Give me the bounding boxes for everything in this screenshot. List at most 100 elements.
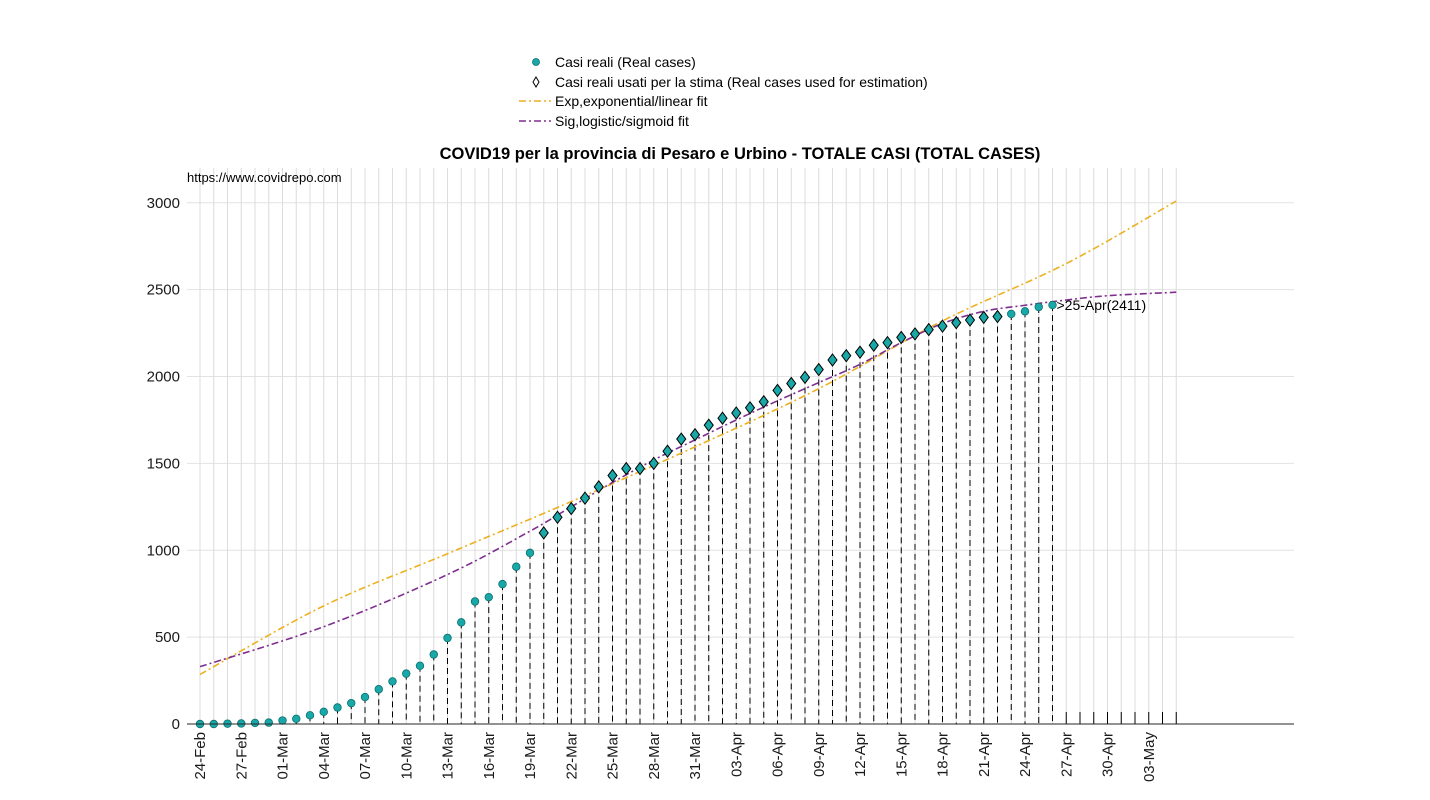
estimation-point — [882, 335, 893, 350]
y-tick-label: 2000 — [147, 369, 180, 386]
real-case-point — [292, 714, 301, 723]
real-case-point — [333, 703, 342, 712]
estimation-point — [717, 411, 728, 426]
x-tick-label: 24-Apr — [1017, 732, 1034, 777]
x-tick-label: 24-Feb — [192, 732, 209, 780]
x-tick-label: 10-Mar — [398, 732, 415, 780]
estimation-point — [786, 376, 797, 391]
estimation-point — [909, 327, 921, 341]
real-case-point — [443, 633, 452, 643]
estimation-point — [689, 427, 701, 442]
exp-fit-line — [199, 200, 1177, 676]
real-case-point — [525, 548, 535, 558]
x-tick-label: 03-Apr — [728, 732, 745, 777]
estimation-point — [937, 319, 948, 333]
estimation-point — [868, 338, 879, 353]
y-gridlines — [187, 202, 1294, 725]
estimation-point — [992, 309, 1003, 324]
legend-label-exp-fit: Exp,exponential/linear fit — [555, 93, 708, 109]
x-tick-label: 25-Mar — [605, 732, 622, 780]
real-case-point — [264, 718, 273, 727]
estimation-point — [854, 345, 866, 360]
real-case-point — [470, 597, 480, 606]
estimation-point — [813, 362, 824, 377]
estimation-point — [841, 348, 852, 363]
estimation-point — [607, 468, 618, 483]
estimation-point — [593, 479, 604, 494]
y-tick-label: 2500 — [147, 282, 180, 299]
y-tick-label: 500 — [155, 629, 180, 646]
real-case-point — [498, 579, 507, 589]
x-tick-label: 16-Mar — [481, 732, 498, 780]
x-tick-label: 27-Feb — [233, 732, 250, 780]
estimation-point — [648, 456, 659, 471]
last-point-label: >25-Apr(2411) — [1057, 297, 1147, 313]
estimation-point — [896, 330, 907, 345]
x-tick-label: 19-Mar — [522, 732, 539, 780]
real-case-point — [512, 562, 521, 571]
estimation-point — [676, 432, 687, 446]
y-tick-label: 3000 — [147, 195, 180, 212]
x-tick-label: 30-Apr — [1100, 732, 1117, 777]
real-case-point — [360, 692, 370, 702]
y-tick-label: 1000 — [147, 542, 180, 559]
x-tick-label: 27-Apr — [1058, 732, 1075, 777]
real-case-point — [347, 698, 356, 708]
legend-label-sig-fit: Sig,logistic/sigmoid fit — [555, 113, 689, 129]
estimation-point — [662, 444, 673, 459]
real-case-point — [374, 685, 383, 694]
estimation-point — [552, 510, 563, 525]
estimation-point — [634, 461, 646, 476]
estimation-point — [772, 383, 783, 398]
real-case-point — [278, 716, 287, 725]
estimation-point — [621, 461, 632, 476]
x-tick-label: 06-Apr — [770, 732, 787, 777]
x-tick-label: 28-Mar — [646, 732, 663, 780]
x-axis-ticks: 24-Feb 27-Feb 01-Mar 04-Mar 07-Mar 10-Mar 13-M… — [192, 732, 1158, 783]
legend: Casi reali (Real cases) Casi reali usati… — [519, 54, 928, 129]
real-case-point — [1007, 309, 1016, 319]
x-tick-label: 04-Mar — [316, 732, 333, 780]
x-gridlines — [199, 168, 1177, 724]
real-case-point — [319, 707, 328, 717]
y-tick-label: 0 — [172, 716, 180, 733]
data-drop-lines — [227, 305, 1177, 724]
sig-fit-line — [199, 291, 1177, 668]
real-case-point — [402, 669, 411, 678]
x-tick-label: 18-Apr — [935, 732, 952, 777]
estimation-point — [758, 394, 769, 409]
x-tick-label: 15-Apr — [893, 732, 910, 777]
x-tick-label: 03-May — [1141, 732, 1158, 783]
source-url: https://www.covidrepo.com — [187, 170, 342, 185]
x-tick-label: 09-Apr — [811, 732, 828, 777]
legend-label-real-cases: Casi reali (Real cases) — [555, 54, 696, 70]
x-tick-label: 01-Mar — [275, 732, 292, 780]
estimation-point — [703, 418, 714, 432]
x-tick-label: 21-Apr — [976, 732, 993, 777]
estimation-point — [964, 313, 976, 327]
real-case-point — [250, 718, 260, 728]
real-case-point — [1034, 302, 1043, 312]
estimation-point — [566, 501, 577, 516]
estimation-point — [951, 315, 962, 330]
y-axis-ticks: 0 500 1000 1500 2000 2500 3000 — [147, 195, 180, 733]
real-case-point — [429, 650, 438, 659]
x-tick-label: 13-Mar — [440, 732, 457, 780]
real-case-point — [237, 719, 246, 728]
real-case-point — [457, 618, 466, 627]
estimation-point — [978, 310, 989, 325]
chart-title: COVID19 per la provincia di Pesaro e Urb… — [440, 145, 1041, 163]
estimation-point — [579, 491, 591, 505]
estimation-point — [799, 370, 811, 385]
data-points — [195, 300, 1057, 729]
legend-marker-used-cases — [532, 76, 540, 88]
legend-label-used-cases: Casi reali usati per la stima (Real case… — [555, 74, 928, 90]
legend-marker-real-cases — [532, 58, 540, 66]
estimation-point — [827, 353, 838, 367]
x-tick-label: 31-Mar — [687, 732, 704, 780]
y-tick-label: 1500 — [147, 455, 180, 472]
x-tick-label: 07-Mar — [357, 732, 374, 780]
real-case-point — [305, 711, 315, 720]
estimation-point — [731, 406, 742, 420]
real-case-point — [415, 661, 425, 670]
